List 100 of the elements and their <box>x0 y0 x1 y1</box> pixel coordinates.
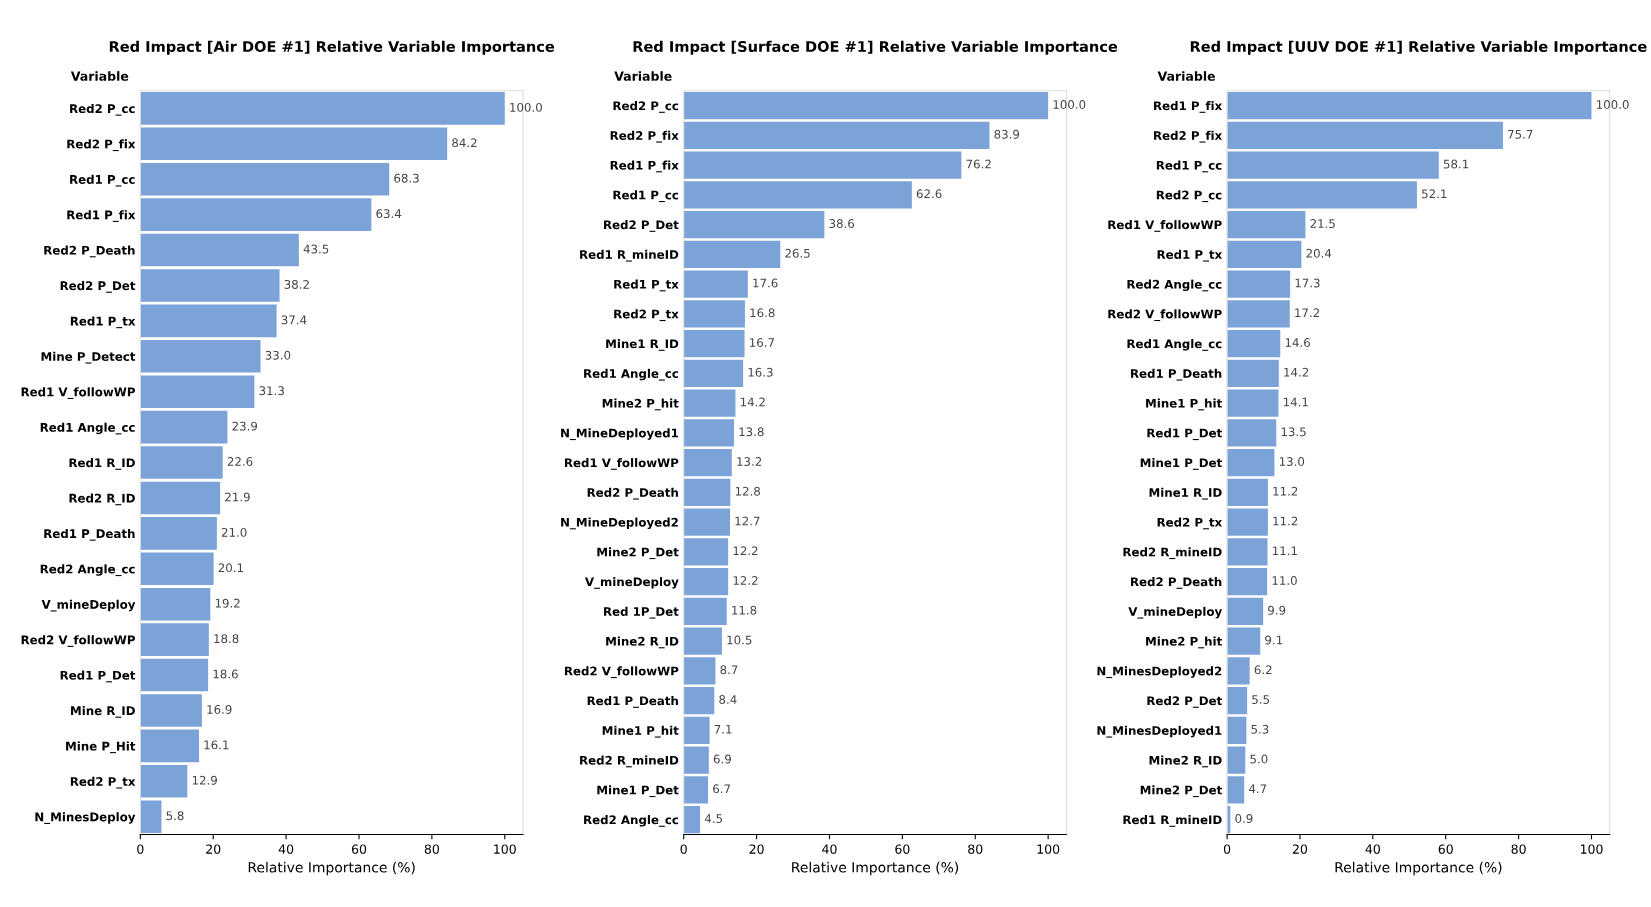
x-tick-label: 40 <box>1365 844 1380 854</box>
x-tick-label: 0 <box>1223 844 1231 854</box>
data-label: 17.3 <box>1295 278 1320 288</box>
bar <box>683 776 709 804</box>
y-tick-label: Mine2 P_hit <box>602 398 679 411</box>
data-label: 14.2 <box>1284 367 1309 377</box>
y-tick-label: Red2 P_tx <box>614 309 679 322</box>
bar <box>1227 657 1250 685</box>
y-tick-label: Red2 P_Det <box>60 281 136 293</box>
data-label: 100.0 <box>1053 100 1086 109</box>
bar <box>1227 329 1281 358</box>
data-label: 9.9 <box>1268 605 1286 615</box>
data-label: 5.0 <box>1250 754 1268 764</box>
y-tick-label: Red1 P_cc <box>70 174 135 187</box>
data-label: 6.7 <box>713 784 731 794</box>
y-tick-label: Red2 Angle_cc <box>40 564 135 577</box>
y-tick-label: Red1 P_Death <box>1131 368 1222 381</box>
bar <box>683 538 729 566</box>
bar <box>1227 181 1417 209</box>
data-label: 68.3 <box>394 173 419 183</box>
x-tick-label: 80 <box>1511 844 1526 854</box>
data-label: 20.4 <box>1306 248 1332 258</box>
y-tick-label: Red1 P_tx <box>614 279 679 292</box>
y-tick-label: Red1 R_mineID <box>1123 815 1222 827</box>
bar <box>683 270 748 298</box>
data-label: 5.8 <box>166 811 184 821</box>
data-label: 5.5 <box>1252 695 1270 704</box>
bar <box>1227 538 1268 566</box>
y-tick-label: N_MineDeployed2 <box>561 517 678 530</box>
bar <box>1227 716 1247 744</box>
data-label: 63.4 <box>376 209 402 219</box>
data-label: 43.5 <box>303 244 329 254</box>
data-label: 17.2 <box>1295 308 1320 318</box>
data-label: 11.2 <box>1273 516 1298 526</box>
data-label: 21.9 <box>225 492 250 502</box>
y-tick-label: Red2 P_Death <box>44 245 135 258</box>
bar <box>140 481 221 515</box>
y-tick-label: Red2 P_cc <box>613 101 679 113</box>
y-tick-label: Red1 P_cc <box>1156 160 1222 173</box>
x-tick-label: 100 <box>494 844 516 854</box>
y-tick-label: Red1 R_ID <box>69 458 135 470</box>
bar <box>140 162 390 196</box>
data-label: 52.1 <box>1422 189 1447 199</box>
y-tick-label: Mine1 P_hit <box>1146 398 1222 411</box>
y-tick-label: Red2 P_Death <box>1131 577 1222 589</box>
y-tick-label: Mine2 R_ID <box>1149 755 1222 768</box>
bar <box>683 746 709 774</box>
bar <box>140 729 200 763</box>
data-label: 14.1 <box>1283 397 1308 407</box>
x-tick-label: 20 <box>1292 844 1308 854</box>
bar <box>140 765 188 798</box>
bar <box>683 359 744 388</box>
y-tick-label: Red1 P_Det <box>1147 428 1222 441</box>
y-tick-label: Red1 Angle_cc <box>584 368 679 381</box>
bar <box>683 240 781 269</box>
bar <box>1227 270 1291 298</box>
bar <box>1227 776 1245 804</box>
bar <box>140 694 202 727</box>
x-tick-label: 0 <box>137 844 144 854</box>
data-label: 13.2 <box>737 457 762 466</box>
data-label: 5.3 <box>1251 724 1269 734</box>
x-tick-label: 100 <box>1037 844 1060 854</box>
data-label: 9.1 <box>1265 635 1283 645</box>
bar <box>683 805 701 834</box>
x-tick-label: 100 <box>1580 844 1603 854</box>
chart-title: Red Impact [Surface DOE #1] Relative Variable Importance <box>633 40 1118 55</box>
data-label: 18.6 <box>213 669 238 679</box>
bar <box>683 508 730 536</box>
x-tick-label: 20 <box>749 844 764 854</box>
data-label: 11.2 <box>1273 486 1298 496</box>
y-tick-label: Red2 P_cc <box>1156 190 1222 203</box>
data-label: 6.9 <box>713 754 731 764</box>
y-tick-label: Red1 P_cc <box>613 190 679 203</box>
bar <box>1227 746 1246 774</box>
y-tick-label: Red2 V_followWP <box>564 666 679 679</box>
bar <box>683 597 727 625</box>
y-tick-label: Mine2 P_hit <box>1146 636 1222 649</box>
data-label: 8.4 <box>719 695 737 704</box>
data-label: 62.6 <box>916 189 942 199</box>
y-tick-label: Red1 P_Det <box>60 670 136 683</box>
bar <box>140 410 228 444</box>
data-label: 58.1 <box>1443 159 1469 169</box>
text: Variable <box>1157 71 1215 81</box>
bar <box>140 517 217 550</box>
data-label: 14.6 <box>1285 338 1310 347</box>
y-tick-label: Mine1 P_Det <box>1140 458 1222 470</box>
y-tick-label: Red2 Angle_cc <box>584 815 679 827</box>
data-label: 83.9 <box>994 129 1020 139</box>
y-tick-label: Red1 P_fix <box>610 160 679 173</box>
data-label: 6.2 <box>1254 665 1272 675</box>
y-tick-label: N_MinesDeployed2 <box>1097 666 1222 679</box>
bar <box>140 269 280 302</box>
y-tick-label: Mine1 R_ID <box>606 339 679 351</box>
y-tick-label: N_MinesDeployed1 <box>1097 725 1222 738</box>
y-tick-label: Red1 P_Death <box>44 528 135 541</box>
y-tick-label: Red2 P_Death <box>587 487 678 500</box>
data-label: 11.1 <box>1272 546 1297 556</box>
bar <box>140 92 505 125</box>
chart-title: Red Impact [UUV DOE #1] Relative Variable Importance <box>1190 40 1647 55</box>
y-tick-label: Red1 V_followWP <box>21 387 135 400</box>
